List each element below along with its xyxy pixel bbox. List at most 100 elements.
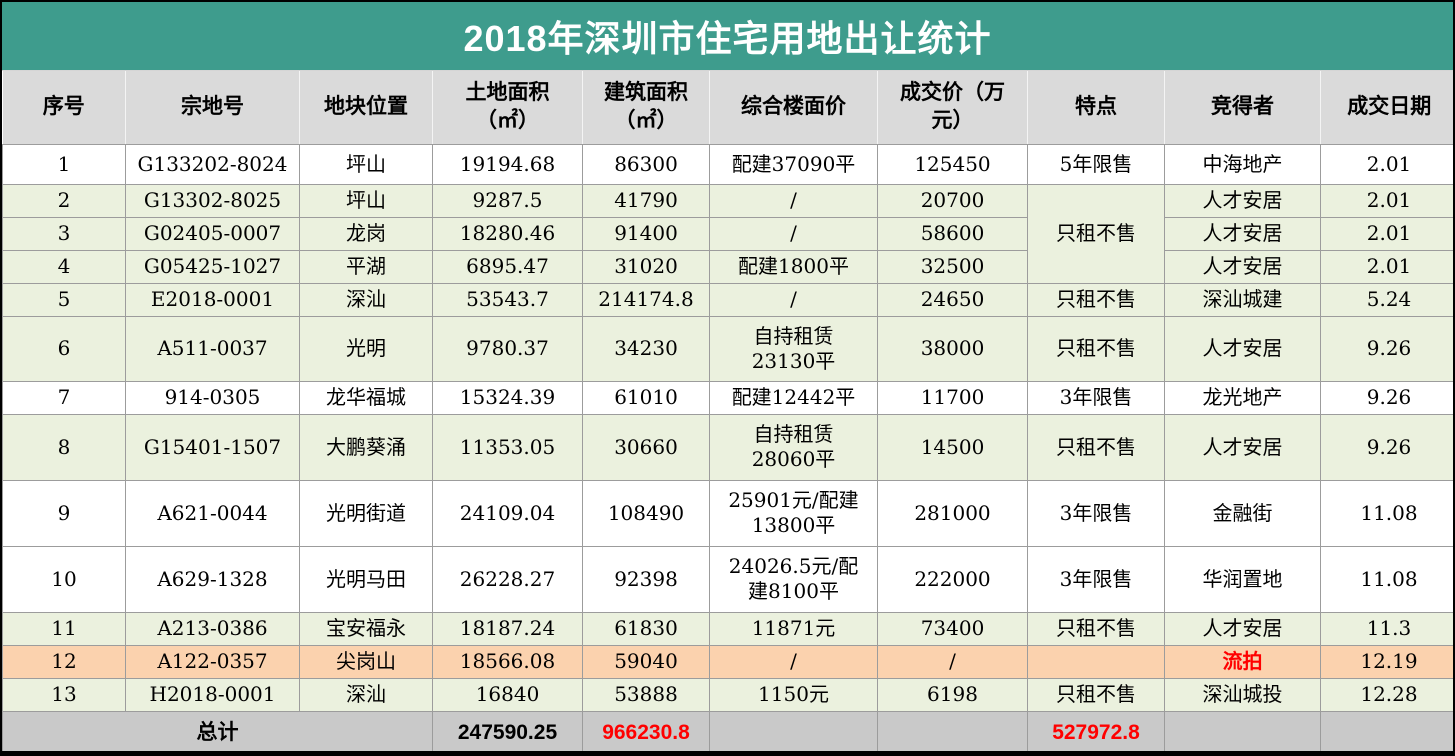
cell-no: 10 (2, 545, 126, 613)
header-floor-area: 建筑面积 （㎡） (582, 71, 710, 145)
cell-winner: 华润置地 (1164, 545, 1321, 613)
cell-no: 11 (2, 611, 126, 646)
cell-floor-price: 11871元 (709, 611, 878, 646)
cell-feature: 只租不售 (1027, 611, 1165, 646)
cell-feature: 3年限售 (1027, 380, 1165, 415)
cell-winner: 人才安居 (1164, 249, 1321, 284)
cell-no: 2 (2, 183, 126, 218)
cell-location: 尖岗山 (299, 644, 433, 679)
header-parcel: 宗地号 (125, 71, 300, 145)
cell-winner: 金融街 (1164, 479, 1321, 547)
cell-price: 73400 (877, 611, 1028, 646)
cell-winner: 深汕城建 (1164, 282, 1321, 317)
cell-floor-area: 59040 (582, 644, 710, 679)
cell-date: 12.28 (1320, 677, 1453, 712)
total-price (877, 710, 1028, 751)
cell-land-area: 9287.5 (432, 183, 583, 218)
cell-feature: 3年限售 (1027, 545, 1165, 613)
cell-location: 龙岗 (299, 216, 433, 251)
cell-land-area: 6895.47 (432, 249, 583, 284)
cell-floor-price: / (709, 644, 878, 679)
header-location: 地块位置 (299, 71, 433, 145)
table-row: 4 G05425-1027 平湖 6895.47 31020 配建1800平 32500 人才… (2, 249, 1453, 284)
header-feature: 特点 (1027, 71, 1165, 145)
cell-price: 222000 (877, 545, 1028, 613)
cell-parcel: H2018-0001 (125, 677, 300, 712)
cell-price: 24650 (877, 282, 1028, 317)
cell-no: 12 (2, 644, 126, 679)
cell-winner: 深汕城投 (1164, 677, 1321, 712)
cell-floor-area: 214174.8 (582, 282, 710, 317)
cell-feature: 只租不售 (1027, 677, 1165, 712)
page-title: 2018年深圳市住宅用地出让统计 (463, 18, 992, 59)
cell-date: 9.26 (1320, 413, 1453, 481)
cell-floor-area: 34230 (582, 315, 710, 382)
cell-floor-price: 配建12442平 (709, 380, 878, 415)
cell-location: 宝安福永 (299, 611, 433, 646)
cell-floor-area: 86300 (582, 143, 710, 185)
table-row: 8 G15401-1507 大鹏葵涌 11353.05 30660 自持租赁 28060平… (2, 413, 1453, 481)
cell-floor-area: 61830 (582, 611, 710, 646)
cell-price: 38000 (877, 315, 1028, 382)
total-floor-price (709, 710, 878, 751)
cell-land-area: 26228.27 (432, 545, 583, 613)
table-row: 12 A122-0357 尖岗山 18566.08 59040// 流拍 12.19 (2, 644, 1453, 679)
cell-location: 大鹏葵涌 (299, 413, 433, 481)
cell-floor-area: 41790 (582, 183, 710, 218)
cell-land-area: 18280.46 (432, 216, 583, 251)
cell-floor-price: 1150元 (709, 677, 878, 712)
cell-floor-area: 92398 (582, 545, 710, 613)
cell-winner: 人才安居 (1164, 315, 1321, 382)
cell-floor-area: 30660 (582, 413, 710, 481)
cell-floor-price: / (709, 282, 878, 317)
cell-parcel: G13302-8025 (125, 183, 300, 218)
cell-feature: 只租不售 (1027, 282, 1165, 317)
cell-no: 5 (2, 282, 126, 317)
cell-parcel: E2018-0001 (125, 282, 300, 317)
table-row: 5 E2018-0001 深汕 53543.7 214174.8/24650 只租不售 深汕… (2, 282, 1453, 317)
cell-date: 2.01 (1320, 216, 1453, 251)
cell-winner: 龙光地产 (1164, 380, 1321, 415)
cell-land-area: 11353.05 (432, 413, 583, 481)
cell-land-area: 53543.7 (432, 282, 583, 317)
cell-date: 9.26 (1320, 315, 1453, 382)
table-row: 2 G13302-8025 坪山 9287.5 41790/20700 只租不售 人才安居 2… (2, 183, 1453, 284)
cell-date: 2.01 (1320, 143, 1453, 185)
cell-date: 9.26 (1320, 380, 1453, 415)
cell-winner: 人才安居 (1164, 611, 1321, 646)
cell-floor-price: 配建37090平 (709, 143, 878, 185)
header-price: 成交价（万 元） (877, 71, 1028, 145)
table-row: 9 A621-0044 光明街道 24109.04 108490 25901元/配建 13… (2, 479, 1453, 547)
total-date (1320, 710, 1453, 751)
cell-land-area: 19194.68 (432, 143, 583, 185)
table-row: 3 G02405-0007 龙岗 18280.46 91400/58600 人才安居 2.0… (2, 216, 1453, 251)
total-row: 总计 247590.25 966230.8 527972.8 (2, 710, 1453, 751)
cell-price: 11700 (877, 380, 1028, 415)
cell-floor-area: 91400 (582, 216, 710, 251)
cell-price: 6198 (877, 677, 1028, 712)
cell-winner: 人才安居 (1164, 413, 1321, 481)
cell-no: 1 (2, 143, 126, 185)
cell-feature: 只租不售 (1027, 413, 1165, 481)
cell-feature (1027, 644, 1165, 679)
cell-price: 281000 (877, 479, 1028, 547)
cell-floor-price: 自持租赁 28060平 (709, 413, 878, 481)
cell-floor-price: 自持租赁 23130平 (709, 315, 878, 382)
cell-date: 5.24 (1320, 282, 1453, 317)
cell-no: 3 (2, 216, 126, 251)
table-row: 1 G133202-8024 坪山 19194.68 86300 配建37090平 1254… (2, 143, 1453, 185)
header-land-area: 土地面积 （㎡） (432, 71, 583, 145)
cell-location: 深汕 (299, 677, 433, 712)
cell-floor-price: / (709, 216, 878, 251)
cell-location: 光明 (299, 315, 433, 382)
cell-date: 11.08 (1320, 479, 1453, 547)
cell-winner: 中海地产 (1164, 143, 1321, 185)
cell-no: 7 (2, 380, 126, 415)
total-winner (1164, 710, 1321, 751)
cell-land-area: 18566.08 (432, 644, 583, 679)
cell-price: 14500 (877, 413, 1028, 481)
cell-floor-area: 53888 (582, 677, 710, 712)
cell-winner: 流拍 (1164, 644, 1321, 679)
header-winner: 竞得者 (1164, 71, 1321, 145)
